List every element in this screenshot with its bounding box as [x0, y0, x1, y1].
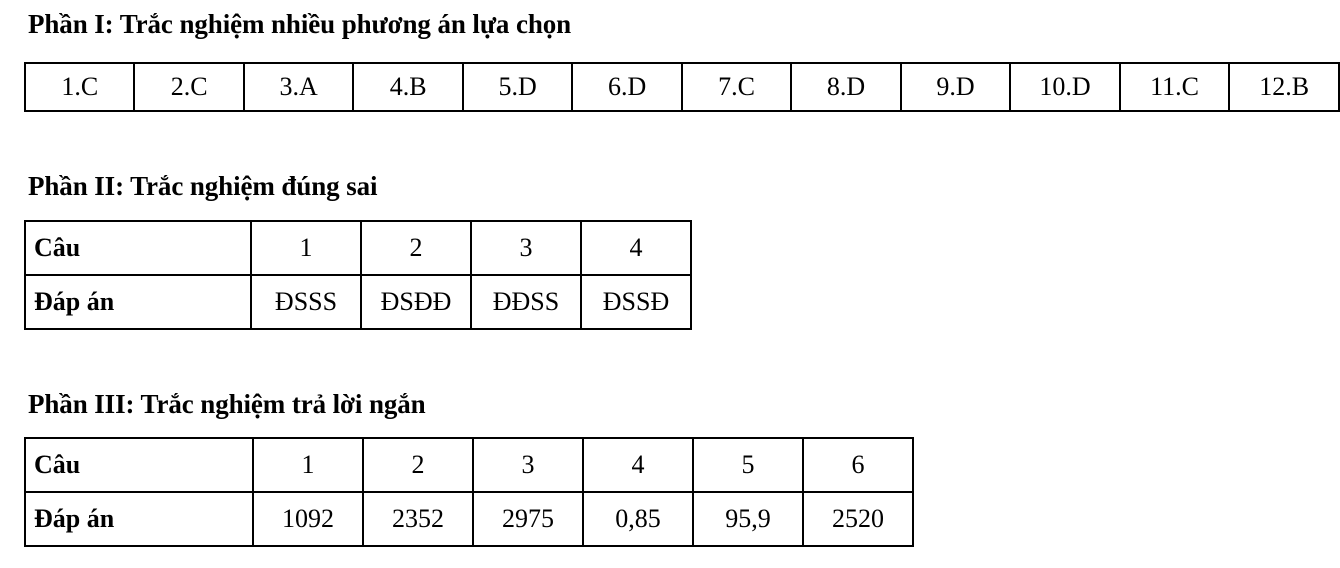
- answer-table-part2: Câu 1 2 3 4 Đáp án ĐSSS ĐSĐĐ ĐĐSS ĐSSĐ: [24, 220, 692, 330]
- answer-cell: ĐSSĐ: [580, 274, 692, 330]
- question-number-cell: 4: [580, 220, 692, 276]
- answer-cell: ĐSĐĐ: [360, 274, 472, 330]
- section-heading-part3: Phần III: Trắc nghiệm trả lời ngắn: [28, 389, 426, 419]
- answer-cell: 7.C: [680, 62, 793, 112]
- table-row-question-numbers: Câu 1 2 3 4: [24, 220, 692, 276]
- answer-cell: 12.B: [1228, 62, 1340, 112]
- answer-cell: 9.D: [899, 62, 1012, 112]
- answer-cell: 6.D: [571, 62, 683, 112]
- answer-cell: 2520: [802, 491, 914, 547]
- row-label-question: Câu: [24, 220, 252, 276]
- table-row-question-numbers: Câu 1 2 3 4 5 6: [24, 437, 914, 493]
- answer-cell: 8.D: [790, 62, 902, 112]
- question-number-cell: 6: [802, 437, 914, 493]
- answer-table-part3: Câu 1 2 3 4 5 6 Đáp án 1092 2352 2975 0,…: [24, 437, 914, 547]
- answer-cell: 2975: [472, 491, 584, 547]
- answer-cell: 3.A: [242, 62, 355, 112]
- question-number-cell: 3: [470, 220, 582, 276]
- table-row-answers: Đáp án 1092 2352 2975 0,85 95,9 2520: [24, 491, 914, 547]
- answer-cell: 11.C: [1118, 62, 1231, 112]
- question-number-cell: 3: [472, 437, 584, 493]
- section-heading-part2: Phần II: Trắc nghiệm đúng sai: [28, 171, 378, 201]
- row-label-answer: Đáp án: [24, 491, 254, 547]
- question-number-cell: 5: [692, 437, 804, 493]
- answer-cell: 5.D: [461, 62, 574, 112]
- answer-cell: 1.C: [23, 62, 136, 112]
- question-number-cell: 2: [362, 437, 474, 493]
- answer-cell: 10.D: [1009, 62, 1121, 112]
- row-label-answer: Đáp án: [24, 274, 252, 330]
- answer-table-part1: 1.C 2.C 3.A 4.B 5.D 6.D 7.C 8.D 9.D 10.D…: [23, 62, 1340, 112]
- answer-cell: 95,9: [692, 491, 804, 547]
- answer-cell: 2352: [362, 491, 474, 547]
- row-label-question: Câu: [24, 437, 254, 493]
- answer-cell: 0,85: [582, 491, 694, 547]
- answer-cell: 4.B: [352, 62, 464, 112]
- question-number-cell: 2: [360, 220, 472, 276]
- section-heading-part1: Phần I: Trắc nghiệm nhiều phương án lựa …: [28, 9, 572, 39]
- answer-cell: 2.C: [133, 62, 245, 112]
- question-number-cell: 4: [582, 437, 694, 493]
- table-row: 1.C 2.C 3.A 4.B 5.D 6.D 7.C 8.D 9.D 10.D…: [23, 62, 1340, 112]
- answer-cell: ĐĐSS: [470, 274, 582, 330]
- table-row-answers: Đáp án ĐSSS ĐSĐĐ ĐĐSS ĐSSĐ: [24, 274, 692, 330]
- answer-cell: 1092: [252, 491, 364, 547]
- question-number-cell: 1: [252, 437, 364, 493]
- question-number-cell: 1: [250, 220, 362, 276]
- answer-cell: ĐSSS: [250, 274, 362, 330]
